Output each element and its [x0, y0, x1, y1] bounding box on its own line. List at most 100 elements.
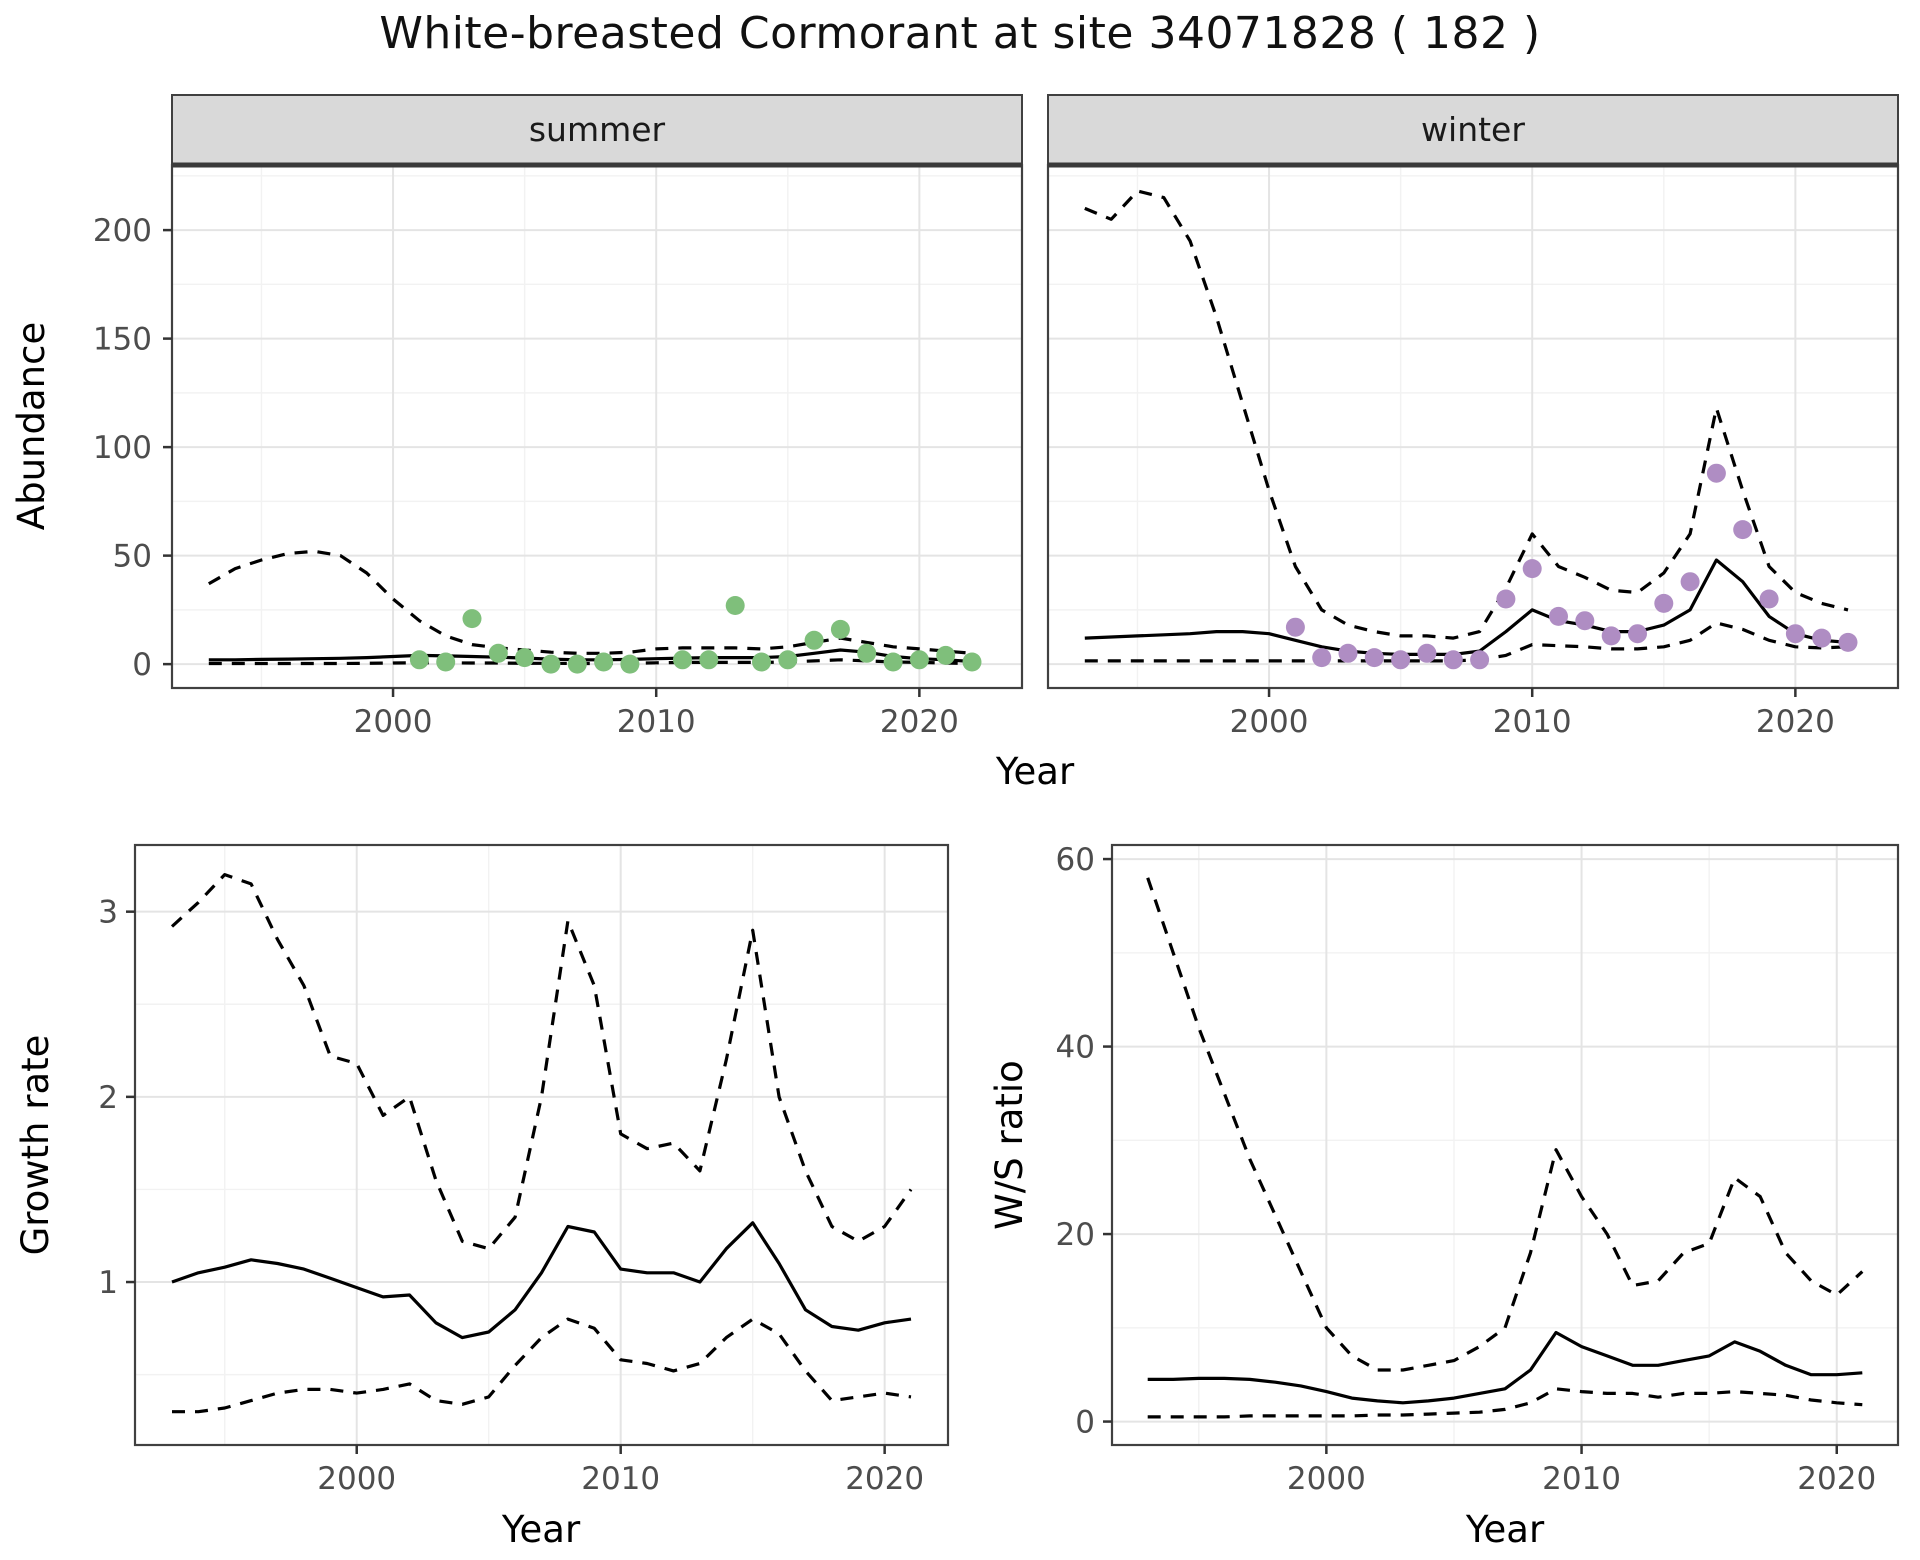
panel-ws: 2000 2010 2020 0 20 40 60 Year W/S ratio [988, 842, 1900, 1551]
x-tick-label: 2020 [845, 1461, 924, 1497]
data-point [1391, 650, 1411, 670]
data-point [1575, 611, 1595, 631]
data-point [1285, 617, 1305, 637]
panel-abundance-summer: summer 2000 2010 2020 0 50 100 150 200 Year Abunda… [10, 94, 1075, 793]
y-tick-label: 200 [93, 213, 152, 249]
x-tick-label: 2000 [1287, 1461, 1366, 1497]
facet-strip [1047, 94, 1899, 166]
data-point [1733, 520, 1753, 540]
y-tick-label: 3 [98, 895, 118, 931]
panel-background [172, 165, 1022, 688]
x-tick-label: 2020 [880, 704, 959, 740]
y-tick-label: 20 [1056, 1217, 1095, 1253]
data-point [673, 650, 692, 670]
x-tick-label: 2020 [1797, 1461, 1876, 1497]
data-point [725, 596, 745, 615]
y-tick-label: 100 [93, 430, 152, 466]
data-point [778, 650, 798, 670]
panel-abundance-winter: winter 2000 2010 2020 [1046, 94, 1900, 740]
y-tick-label: 1 [98, 1265, 118, 1301]
figure-title: White-breasted Cormorant at site 3407182… [379, 8, 1541, 59]
y-tick-label: 50 [113, 539, 152, 575]
data-point [1470, 650, 1490, 670]
data-point [541, 654, 561, 674]
x-tick-label: 2000 [354, 704, 433, 740]
x-tick-label: 2010 [617, 704, 696, 740]
data-point [830, 619, 850, 639]
data-point [1522, 559, 1542, 579]
data-point [699, 650, 719, 670]
fit-line [208, 648, 973, 664]
y-axis-title: Growth rate [14, 1035, 57, 1256]
facet-strip-label: summer [529, 110, 666, 149]
lower-ci-line [172, 1317, 912, 1414]
x-tick-label: 2020 [1756, 704, 1835, 740]
panel-border [1110, 843, 1900, 1447]
data-point [620, 654, 640, 674]
axis-ticks: 2000 2010 2020 [1230, 688, 1835, 740]
upper-ci-line [1146, 877, 1864, 1372]
data-point [409, 650, 429, 670]
data-point [462, 609, 482, 629]
data-point [1812, 628, 1832, 648]
y-tick-label: 60 [1056, 842, 1095, 878]
data-point [1364, 648, 1384, 668]
data-point [804, 630, 824, 650]
y-tick-label: 2 [98, 1080, 118, 1116]
data-point [515, 648, 535, 668]
y-axis-title: W/S ratio [988, 1060, 1031, 1230]
data-point [1312, 648, 1332, 668]
data-points [1285, 463, 1858, 670]
panel-growth: 2000 2010 2020 1 2 3 Year Growth rate [14, 843, 950, 1551]
data-point [962, 652, 982, 672]
data-point [1417, 643, 1437, 663]
data-point [1759, 589, 1779, 609]
axis-ticks: 2000 2010 2020 0 50 100 150 200 [93, 213, 959, 740]
x-tick-label: 2010 [1542, 1461, 1621, 1497]
upper-ci-line [170, 872, 913, 1251]
upper-ci-line [208, 549, 973, 655]
x-axis-title: Year [1465, 1508, 1545, 1551]
data-point [1338, 643, 1358, 663]
lower-ci-line [1084, 621, 1849, 663]
data-point [752, 652, 771, 672]
upper-ci-line [1084, 189, 1849, 640]
fit-line [171, 1221, 912, 1340]
data-point [436, 652, 456, 672]
y-tick-label: 40 [1056, 1030, 1095, 1066]
data-point [1443, 650, 1463, 670]
panel-background [1112, 845, 1898, 1445]
data-point [567, 654, 587, 674]
x-tick-label: 2010 [581, 1461, 660, 1497]
data-points [409, 596, 982, 674]
axis-ticks: 2000 2010 2020 0 20 40 60 [1056, 842, 1877, 1497]
axis-ticks: 2000 2010 2020 1 2 3 [98, 895, 924, 1497]
data-point [1628, 624, 1647, 644]
x-axis-title: Year [995, 750, 1075, 793]
gridlines [135, 845, 948, 1445]
data-point [1601, 626, 1621, 646]
data-point [1785, 624, 1805, 644]
data-point [909, 650, 929, 670]
data-point [883, 652, 903, 672]
fit-line [1147, 1330, 1863, 1405]
gridlines [1112, 845, 1898, 1445]
panel-border [133, 843, 950, 1447]
data-point [1496, 589, 1516, 609]
data-point [936, 645, 956, 665]
data-point [488, 643, 508, 663]
lower-ci-line [208, 658, 973, 666]
x-tick-label: 2010 [1493, 704, 1572, 740]
data-point [1549, 606, 1568, 626]
x-axis-title: Year [501, 1508, 581, 1551]
data-point [1838, 632, 1858, 652]
data-point [594, 652, 614, 672]
x-tick-label: 2000 [317, 1461, 396, 1497]
data-point [857, 643, 877, 663]
facet-strip-label: winter [1421, 110, 1525, 149]
x-tick-label: 2000 [1230, 704, 1309, 740]
y-tick-label: 0 [1075, 1405, 1095, 1441]
panel-background [135, 845, 948, 1445]
data-point [1680, 572, 1700, 592]
